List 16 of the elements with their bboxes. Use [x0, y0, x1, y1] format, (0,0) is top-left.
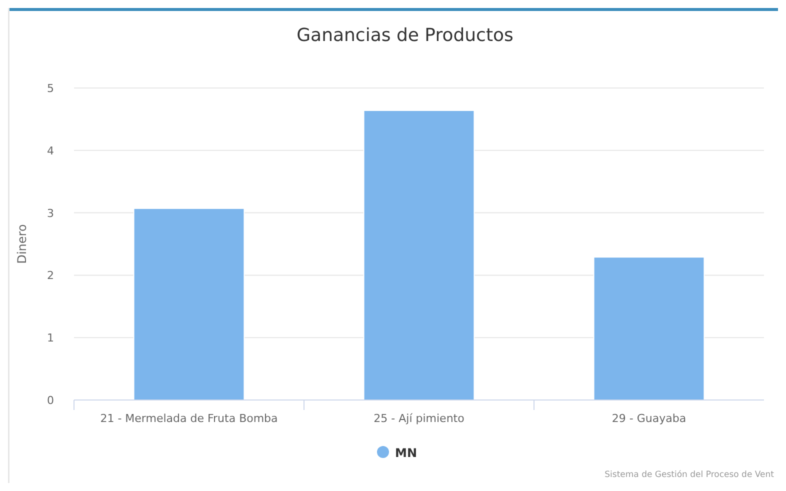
- x-tick-label: 25 - Ají pimiento: [374, 412, 465, 425]
- x-tick-label: 29 - Guayaba: [612, 412, 686, 425]
- x-tick-label: 21 - Mermelada de Fruta Bomba: [100, 412, 278, 425]
- y-tick-label: 1: [47, 332, 54, 345]
- y-tick-label: 5: [47, 82, 54, 95]
- y-tick-label: 4: [47, 144, 54, 158]
- y-tick-label: 3: [47, 206, 54, 220]
- y-tick-label: 2: [47, 269, 54, 282]
- bar: [593, 256, 705, 400]
- bar: [363, 110, 475, 400]
- y-tick-label: 0: [47, 394, 54, 407]
- y-axis-title: Dinero: [15, 224, 29, 264]
- legend-label: MN: [395, 446, 417, 460]
- bar: [133, 208, 245, 400]
- chart-title: Ganancias de Productos: [296, 25, 514, 46]
- text: Sistema de Gestión del Proceso de Vent: [604, 470, 775, 480]
